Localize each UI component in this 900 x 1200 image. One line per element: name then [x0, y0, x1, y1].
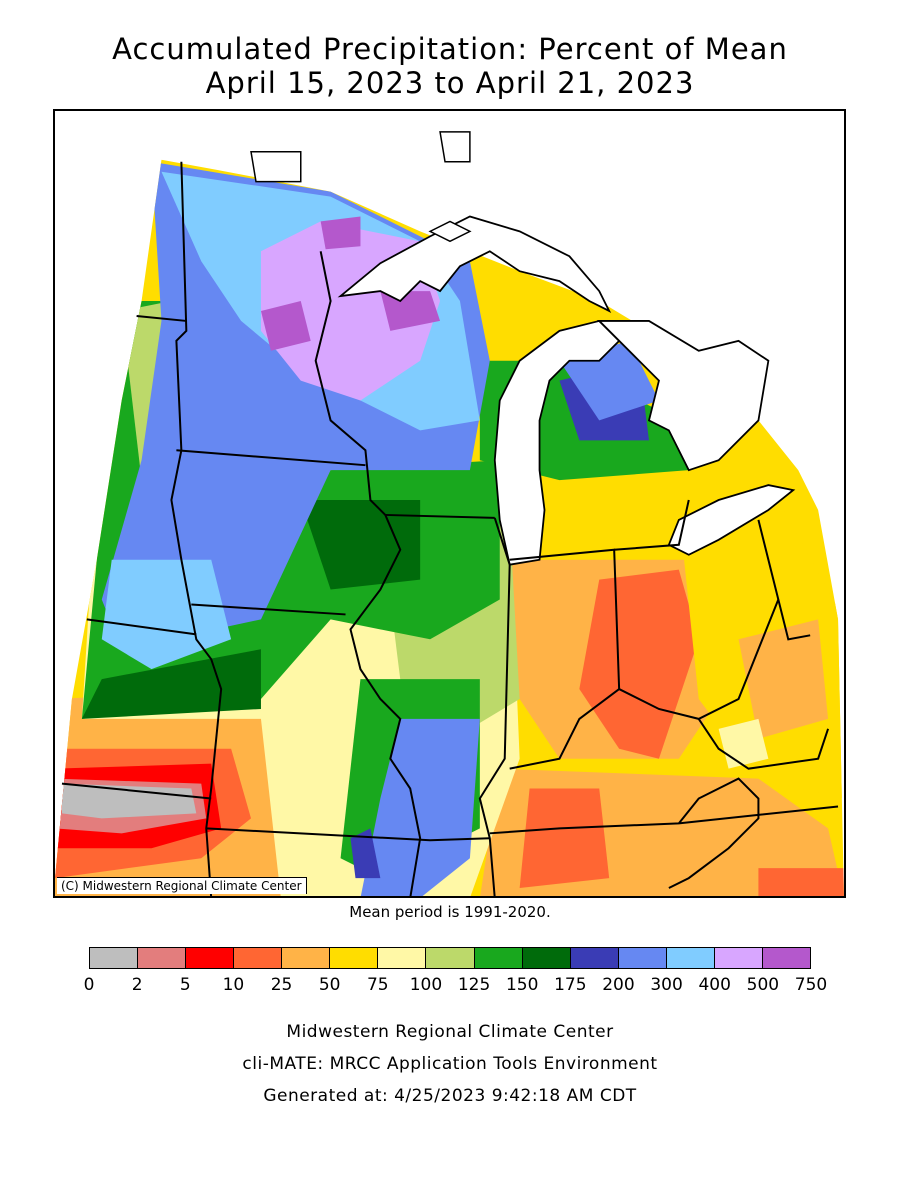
legend-tick-label: 400 — [698, 975, 731, 995]
legend-swatch — [618, 948, 667, 968]
legend-swatch — [762, 948, 810, 968]
legend-tick-labels: 0 2 5 10 25 50 75 100 125 150 175 200 300 400 500 750 — [84, 975, 828, 999]
legend-tick-label: 200 — [602, 975, 635, 995]
color-legend — [89, 947, 811, 969]
legend-tick-label: 10 — [222, 975, 245, 995]
great-lakes — [250, 131, 796, 566]
legend-tick-label: 5 — [179, 975, 191, 995]
legend-swatch — [426, 948, 475, 968]
legend-tick-label: 750 — [794, 975, 828, 995]
legend-tick-label: 25 — [270, 975, 293, 995]
legend-tick-label: 125 — [457, 975, 491, 995]
map-date-range: April 15, 2023 to April 21, 2023 — [205, 66, 695, 100]
legend-swatch — [282, 948, 331, 968]
legend-swatch — [378, 948, 427, 968]
legend-tick-label: 0 — [83, 975, 95, 995]
state-boundaries — [61, 161, 839, 896]
legend-tick-label: 150 — [505, 975, 539, 995]
footer-org: Midwestern Regional Climate Center — [286, 1022, 614, 1042]
legend-swatch — [234, 948, 283, 968]
legend-swatch — [714, 948, 763, 968]
legend-swatch — [474, 948, 523, 968]
legend-swatch — [90, 948, 139, 968]
legend-tick-label: 100 — [409, 975, 443, 995]
legend-swatch — [330, 948, 379, 968]
legend-tick-label: 300 — [650, 975, 683, 995]
legend-tick-label: 50 — [318, 975, 341, 995]
footer-app: cli-MATE: MRCC Application Tools Environ… — [242, 1054, 658, 1074]
map-title: Accumulated Precipitation: Percent of Me… — [112, 32, 788, 66]
copyright-label: (C) Midwestern Regional Climate Center — [57, 877, 307, 894]
legend-tick-label: 500 — [746, 975, 780, 995]
legend-tick-label: 75 — [366, 975, 389, 995]
legend-tick-label: 2 — [131, 975, 143, 995]
legend-swatch — [138, 948, 187, 968]
precipitation-map: (C) Midwestern Regional Climate Center — [53, 109, 846, 898]
map-canvas — [55, 131, 844, 896]
legend-swatch — [570, 948, 619, 968]
mean-period-note: Mean period is 1991-2020. — [349, 903, 551, 921]
legend-swatch — [666, 948, 715, 968]
footer-generated: Generated at: 4/25/2023 9:42:18 AM CDT — [263, 1086, 637, 1106]
legend-tick-label: 175 — [554, 975, 587, 995]
legend-swatch — [186, 948, 235, 968]
legend-swatch — [522, 948, 571, 968]
